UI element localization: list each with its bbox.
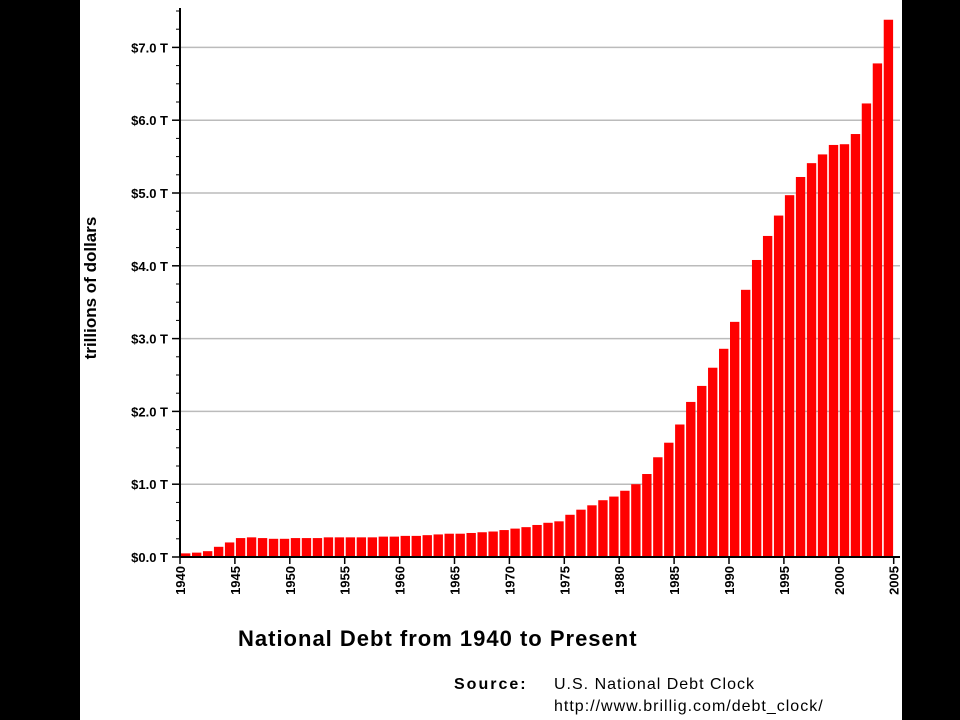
y-tick-label: $1.0 T (131, 477, 168, 492)
bar-1957 (367, 537, 378, 557)
x-tick-label: 1960 (393, 566, 408, 595)
bar-1979 (609, 496, 619, 557)
bar-1985 (675, 424, 685, 557)
bar-1974 (554, 521, 564, 557)
x-tick-labels: 1940 1945 1950 1955 1960 1965 1970 1975 1980 1985… (173, 566, 902, 595)
bar-1949 (279, 538, 290, 557)
bar-2004 (883, 19, 894, 557)
gridlines (180, 46, 900, 485)
debt-bar-chart: $0.0 T $1.0 T $2.0 T $3.0 T $4.0 T $5.0 T $6.0… (81, 8, 902, 715)
x-tick-label: 1990 (722, 566, 737, 595)
bar-1942 (202, 551, 213, 557)
bar-1967 (477, 532, 487, 557)
bar-1960 (400, 535, 410, 557)
chart-title: National Debt from 1940 to Present (238, 626, 638, 651)
bar-1976 (576, 509, 586, 557)
bar-1993 (762, 235, 773, 557)
source-text: U.S. National Debt Clock (554, 676, 755, 693)
x-tick-label: 1950 (283, 566, 298, 595)
bar-1952 (312, 538, 323, 557)
bar-1964 (444, 533, 454, 557)
x-tick-label: 2005 (887, 566, 902, 595)
bar-1971 (521, 527, 531, 557)
x-tick-label: 1985 (667, 566, 682, 595)
bar-2001 (850, 134, 861, 558)
x-tick-label: 1955 (338, 566, 353, 595)
bar-1959 (389, 536, 399, 557)
bar-1991 (740, 289, 751, 557)
bar-1963 (433, 534, 443, 557)
bar-1953 (323, 537, 334, 557)
bar-1994 (773, 215, 784, 557)
y-tick-label: $7.0 T (131, 40, 168, 55)
y-tick-label: $6.0 T (131, 113, 168, 128)
y-axis-label: trillions of dollars (81, 217, 100, 360)
bar-1955 (345, 537, 356, 557)
bar-1966 (466, 532, 476, 557)
bar-1969 (499, 530, 509, 557)
bar-1954 (334, 537, 345, 557)
bar-1961 (411, 535, 421, 557)
bar-1958 (378, 536, 389, 557)
bar-1981 (631, 484, 641, 557)
bar-1996 (795, 176, 806, 557)
y-tick-label: $5.0 T (131, 186, 168, 201)
bar-1999 (828, 144, 839, 557)
x-tick-label: 1945 (228, 566, 243, 595)
x-tick-label: 2000 (832, 566, 847, 595)
source-label: Source: (454, 676, 528, 693)
y-tick-labels: $0.0 T $1.0 T $2.0 T $3.0 T $4.0 T $5.0 T $6.0… (131, 40, 168, 565)
bar-1984 (664, 442, 674, 557)
bar-1943 (213, 546, 224, 557)
bar-1956 (356, 537, 367, 557)
bar-1946 (246, 537, 257, 557)
bar-1941 (191, 552, 202, 557)
bar-1973 (543, 522, 553, 557)
bar-1945 (235, 538, 246, 557)
bar-1975 (565, 514, 575, 557)
bar-2003 (872, 63, 883, 557)
x-tick-label: 1965 (448, 566, 463, 595)
bar-1989 (719, 348, 729, 557)
bar-1998 (817, 154, 828, 557)
bar-2000 (839, 144, 850, 557)
x-tick-label: 1940 (173, 566, 188, 595)
bar-1950 (290, 538, 301, 557)
bar-1970 (510, 528, 520, 557)
bar-1965 (455, 533, 465, 557)
bar-1951 (301, 538, 312, 557)
bar-1980 (620, 490, 630, 557)
axes-group (172, 8, 900, 564)
bar-1983 (653, 457, 663, 557)
bar-2002 (861, 103, 872, 558)
bar-1977 (587, 505, 597, 557)
bar-1990 (730, 321, 740, 557)
bar-1962 (422, 535, 432, 557)
x-tick-label: 1995 (777, 566, 792, 595)
y-tick-label: $0.0 T (131, 550, 168, 565)
bar-1997 (806, 163, 817, 558)
bar-1944 (224, 542, 235, 557)
chart-panel: $0.0 T $1.0 T $2.0 T $3.0 T $4.0 T $5.0 T $6.0… (80, 0, 902, 720)
bar-1972 (532, 524, 542, 557)
y-tick-label: $2.0 T (131, 404, 168, 419)
source-url[interactable]: http://www.brillig.com/debt_clock/ (554, 698, 824, 715)
y-tick-label: $4.0 T (131, 259, 168, 274)
bar-1988 (708, 367, 718, 557)
x-tick-label: 1980 (612, 566, 627, 595)
bar-1940 (181, 553, 191, 557)
bar-1986 (686, 401, 696, 557)
bar-1968 (488, 531, 498, 557)
bars-group (181, 19, 894, 558)
x-tick-label: 1975 (557, 566, 572, 595)
y-tick-label: $3.0 T (131, 332, 168, 347)
bar-1992 (751, 259, 762, 557)
bar-1978 (598, 500, 608, 557)
bar-1947 (257, 538, 268, 557)
bar-1982 (642, 474, 652, 557)
bar-1987 (697, 385, 707, 557)
bar-1948 (268, 538, 279, 557)
x-tick-label: 1970 (502, 566, 517, 595)
bar-1995 (784, 195, 795, 557)
